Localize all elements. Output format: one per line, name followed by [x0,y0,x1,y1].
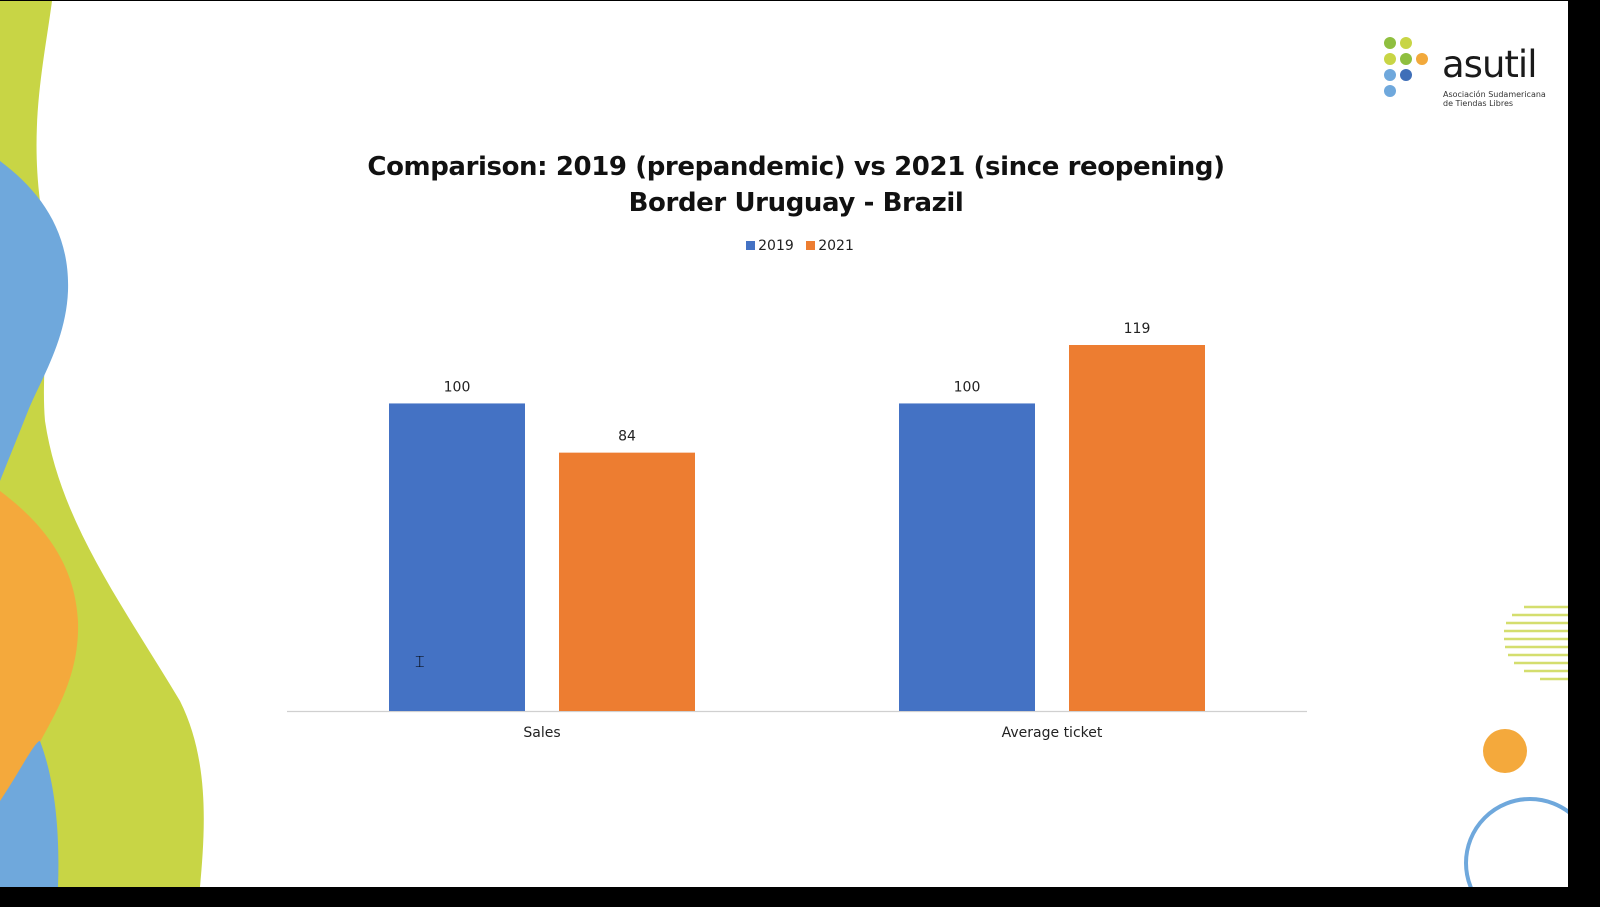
orange-dot [1483,729,1527,773]
logo-dot [1400,53,1412,65]
data-label: 84 [618,429,636,445]
slide: asutil Asociación Sudamericana de Tienda… [0,1,1568,887]
x-tick-label: Sales [523,725,560,741]
bar-2021-sales [559,452,695,711]
striped-circle [1504,605,1568,681]
chart-legend: 2019 2021 [600,238,1000,254]
text-cursor-icon: ⌶ [415,652,425,671]
data-label: 100 [444,379,471,395]
logo-subtitle: de Tiendas Libres [1443,99,1514,108]
logo-wordmark: asutil [1442,43,1537,86]
legend-swatch-2021 [806,241,816,250]
right-decorative-shapes [1464,605,1568,887]
logo-dot [1400,69,1412,81]
data-label: 119 [1124,321,1151,337]
chart-title-line-2: Border Uruguay - Brazil [628,188,964,218]
x-tick-label: Average ticket [1002,725,1103,741]
data-label: 100 [954,379,981,395]
logo-subtitle: Asociación Sudamericana [1443,90,1546,99]
bar-2019-sales [389,403,525,711]
bar-2019-average-ticket [899,403,1035,711]
legend-label-2019: 2019 [758,238,794,254]
logo-dot [1384,37,1396,49]
blue-wave [0,161,69,481]
legend-swatch-2019 [746,241,756,250]
blue-wave-bottom [0,741,59,887]
bar-chart: 100 84 Sales 100 119 Average ticket [287,321,1307,741]
logo-dot [1400,37,1412,49]
chart-title: Comparison: 2019 (prepandemic) vs 2021 (… [296,149,1296,221]
legend-item-2019: 2019 [746,238,794,254]
bar-2021-average-ticket [1069,345,1205,711]
blue-ring [1464,797,1568,887]
legend-item-2021: 2021 [806,238,854,254]
left-decorative-waves [0,1,204,887]
legend-label-2021: 2021 [818,238,854,254]
logo-dot [1416,53,1428,65]
chart-title-line-1: Comparison: 2019 (prepandemic) vs 2021 (… [367,152,1225,182]
asutil-logo: asutil Asociación Sudamericana de Tienda… [1378,35,1548,115]
orange-wave [0,491,79,806]
logo-dot [1384,69,1396,81]
logo-dot [1384,53,1396,65]
logo-dot [1384,85,1396,97]
